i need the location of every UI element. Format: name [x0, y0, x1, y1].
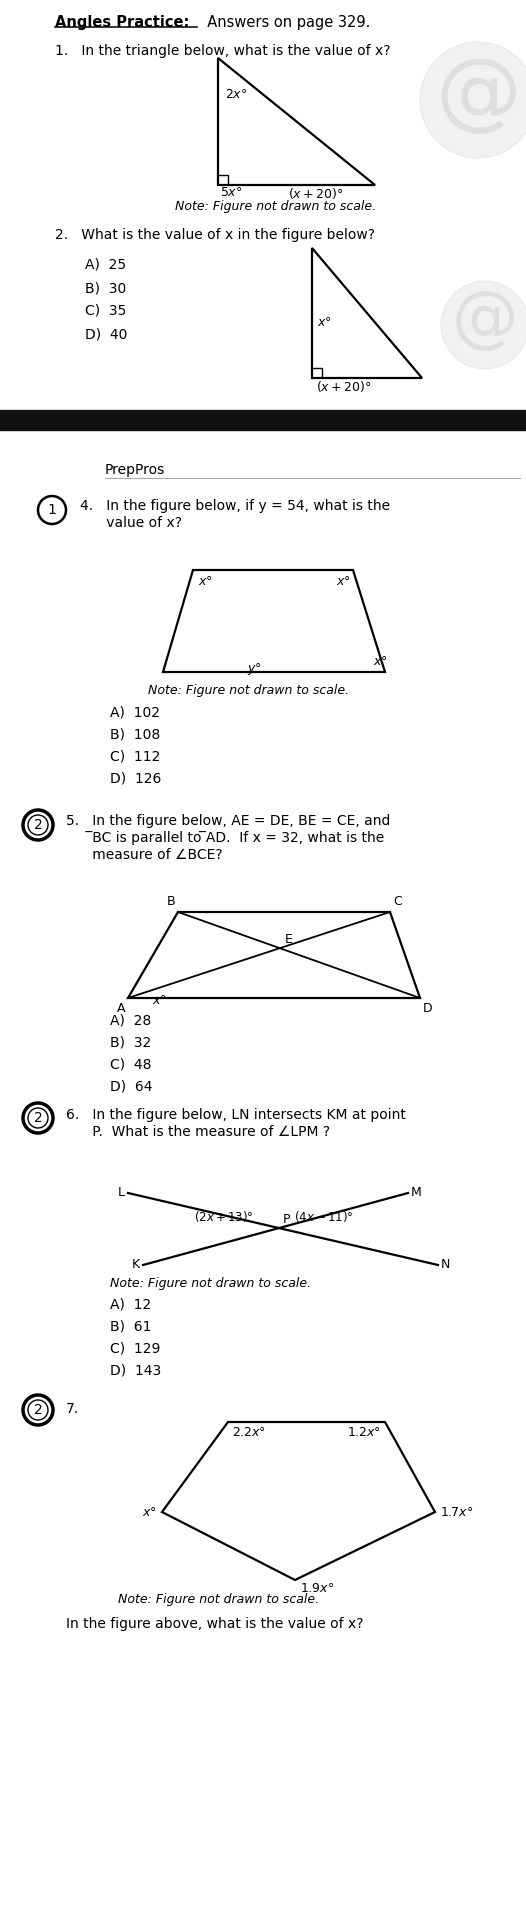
Text: 2: 2	[34, 1112, 43, 1125]
Text: $1.7x°$: $1.7x°$	[440, 1505, 473, 1518]
Text: L: L	[118, 1186, 125, 1200]
Circle shape	[441, 280, 526, 368]
Text: measure of ∠BCE?: measure of ∠BCE?	[66, 849, 222, 862]
Text: Angles Practice:: Angles Practice:	[55, 15, 189, 31]
Text: ̅BC is parallel to ̅AD.  If x = 32, what is the: ̅BC is parallel to ̅AD. If x = 32, what …	[66, 831, 385, 845]
Bar	[0, 450, 526, 1907]
Text: A)  28: A) 28	[110, 1015, 151, 1028]
Text: $x°$: $x°$	[373, 654, 388, 667]
Text: 1: 1	[47, 503, 56, 517]
Text: @: @	[452, 286, 518, 353]
Text: $2x°$: $2x°$	[225, 88, 247, 101]
Text: B)  32: B) 32	[110, 1036, 151, 1051]
Bar	[0, 410, 526, 429]
Text: $1.2x°$: $1.2x°$	[347, 1426, 381, 1440]
Text: M: M	[411, 1186, 422, 1200]
Text: $(x + 20)°$: $(x + 20)°$	[316, 379, 371, 395]
Circle shape	[38, 496, 66, 524]
Text: C)  129: C) 129	[110, 1343, 160, 1356]
Text: D)  143: D) 143	[110, 1364, 161, 1379]
Circle shape	[420, 42, 526, 158]
Text: C)  35: C) 35	[85, 303, 126, 318]
Text: B)  108: B) 108	[110, 728, 160, 742]
Text: $(x + 20)°$: $(x + 20)°$	[288, 187, 343, 200]
Text: $x°$: $x°$	[152, 994, 167, 1007]
Text: $5x°$: $5x°$	[220, 187, 242, 198]
Text: N: N	[441, 1259, 450, 1272]
Text: A)  102: A) 102	[110, 706, 160, 721]
Text: Note: Figure not drawn to scale.: Note: Figure not drawn to scale.	[118, 1592, 319, 1606]
Bar	[0, 0, 526, 429]
Text: 2.   What is the value of x in the figure below?: 2. What is the value of x in the figure …	[55, 229, 375, 242]
Text: $x°$: $x°$	[336, 576, 351, 587]
Text: 4.   In the figure below, if y = 54, what is the: 4. In the figure below, if y = 54, what …	[80, 500, 390, 513]
Text: B: B	[166, 894, 175, 908]
Text: $(2x + 13)°$: $(2x + 13)°$	[194, 1209, 254, 1224]
Text: $1.9x°$: $1.9x°$	[300, 1583, 335, 1594]
Circle shape	[23, 1396, 53, 1425]
Text: 2: 2	[34, 1404, 43, 1417]
Text: D)  126: D) 126	[110, 772, 161, 786]
Text: value of x?: value of x?	[80, 517, 182, 530]
Text: In the figure above, what is the value of x?: In the figure above, what is the value o…	[66, 1617, 363, 1630]
Text: B)  61: B) 61	[110, 1320, 151, 1335]
Text: D: D	[423, 1001, 432, 1015]
Text: 2: 2	[34, 818, 43, 831]
Text: 5.   In the figure below, AE = DE, BE = CE, and: 5. In the figure below, AE = DE, BE = CE…	[66, 814, 390, 828]
Text: A: A	[116, 1001, 125, 1015]
Text: Note: Figure not drawn to scale.: Note: Figure not drawn to scale.	[110, 1278, 311, 1289]
Text: $x°$: $x°$	[142, 1505, 157, 1518]
Text: $y°$: $y°$	[247, 662, 262, 677]
Text: B)  30: B) 30	[85, 280, 126, 296]
Text: $x°$: $x°$	[198, 576, 213, 587]
Text: D)  64: D) 64	[110, 1079, 153, 1095]
Text: $(4x - 11)°$: $(4x - 11)°$	[294, 1209, 353, 1224]
Text: A)  12: A) 12	[110, 1299, 151, 1312]
Text: P: P	[283, 1213, 290, 1226]
Text: C)  112: C) 112	[110, 749, 160, 765]
Circle shape	[28, 1400, 48, 1421]
Circle shape	[28, 1108, 48, 1129]
Text: 1.   In the triangle below, what is the value of x?: 1. In the triangle below, what is the va…	[55, 44, 390, 57]
Text: @: @	[435, 53, 521, 137]
Text: D)  40: D) 40	[85, 326, 127, 341]
Text: C: C	[393, 894, 402, 908]
Text: $x°$: $x°$	[317, 317, 332, 330]
Text: A)  25: A) 25	[85, 257, 126, 273]
Circle shape	[23, 1102, 53, 1133]
Text: E: E	[285, 933, 292, 946]
Text: $2.2x°$: $2.2x°$	[232, 1426, 266, 1440]
Text: 6.   In the figure below, LN intersects KM at point: 6. In the figure below, LN intersects KM…	[66, 1108, 406, 1121]
Text: C)  48: C) 48	[110, 1058, 151, 1072]
Text: Note: Figure not drawn to scale.: Note: Figure not drawn to scale.	[148, 685, 349, 696]
Text: Answers on page 329.: Answers on page 329.	[198, 15, 370, 31]
Text: 7.: 7.	[66, 1402, 79, 1417]
Circle shape	[28, 814, 48, 835]
Circle shape	[23, 810, 53, 839]
Text: Note: Figure not drawn to scale.: Note: Figure not drawn to scale.	[175, 200, 376, 214]
Text: K: K	[132, 1259, 140, 1272]
Text: P.  What is the measure of ∠LPM ?: P. What is the measure of ∠LPM ?	[66, 1125, 330, 1138]
Text: PrepPros: PrepPros	[105, 463, 165, 477]
